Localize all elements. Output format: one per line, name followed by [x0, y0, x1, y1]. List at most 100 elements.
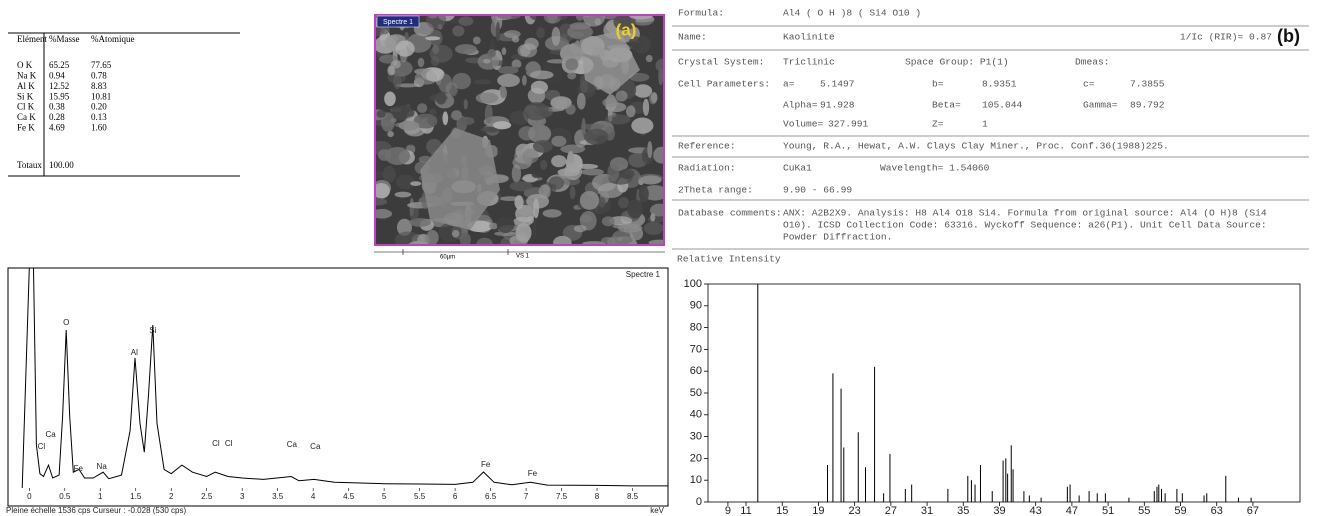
particle — [436, 92, 447, 105]
particle — [459, 16, 474, 26]
particle — [458, 117, 474, 126]
particle — [602, 98, 618, 107]
card-value: Al4 ( O H )8 ( Si4 O10 ) — [783, 8, 921, 19]
card-label: Cell Parameters: — [678, 79, 770, 90]
particle — [644, 222, 664, 235]
particle — [426, 69, 444, 81]
card-value: Young, R.A., Hewat, A.W. Clays Clay Mine… — [783, 141, 1169, 152]
figure: Elément%Masse%AtomiqueO K65.2577.65Na K0… — [0, 0, 1319, 516]
particle — [531, 81, 548, 94]
x-tick-label: 23 — [849, 505, 861, 516]
x-tick-label: 0.5 — [59, 492, 71, 501]
particle — [485, 104, 493, 123]
panel-label: (a) — [616, 20, 637, 39]
particle — [444, 25, 448, 39]
x-tick-label: 59 — [1174, 505, 1186, 516]
card-label: Database comments: — [678, 208, 782, 219]
particle — [651, 92, 658, 103]
peak-label: Cl — [38, 442, 46, 451]
particle — [567, 25, 593, 40]
table-cell: 4.69 — [49, 122, 65, 132]
card-value: 7.3855 — [1130, 79, 1165, 90]
particle — [570, 186, 576, 199]
table-cell: 0.13 — [91, 112, 107, 122]
particle — [616, 91, 628, 102]
particle — [476, 92, 499, 103]
particle — [574, 225, 587, 232]
x-tick-label: 1 — [98, 492, 103, 501]
particle — [522, 75, 527, 85]
card-label: a= — [783, 79, 795, 90]
particle — [626, 105, 636, 117]
particle — [564, 163, 582, 180]
card-value: 1 — [982, 119, 988, 130]
particle — [393, 74, 401, 90]
table-header: Elément — [17, 34, 47, 44]
table-total: 100.00 — [49, 160, 74, 170]
x-tick-label: 8 — [595, 492, 600, 501]
particle — [452, 73, 471, 89]
particle — [405, 32, 409, 40]
particle — [543, 209, 562, 218]
card-value: 9.90 - 66.99 — [783, 185, 852, 196]
peak-label: Na — [97, 462, 108, 471]
y-tick-label: 50 — [690, 387, 702, 399]
particle — [373, 165, 398, 183]
card-value: ANX: A2B2X9. Analysis: H8 Al4 O18 Si4. F… — [783, 208, 1267, 219]
table-cell: Al K — [17, 81, 35, 91]
particle — [631, 118, 653, 134]
particle — [634, 84, 652, 98]
particle — [452, 26, 464, 37]
card-label: c= — [1083, 79, 1095, 90]
x-tick-label: 1.5 — [130, 492, 142, 501]
particle — [551, 136, 566, 147]
x-tick-label: 11 — [740, 505, 751, 516]
particle — [403, 141, 420, 145]
table-cell: Si K — [17, 91, 34, 101]
particle — [452, 230, 460, 238]
particle — [565, 58, 578, 70]
card-value: 91.928 — [820, 100, 855, 111]
particle — [473, 79, 490, 84]
x-tick-label: 0 — [27, 492, 32, 501]
particle — [497, 216, 515, 233]
table-header: %Masse — [49, 34, 80, 44]
particle — [602, 216, 615, 226]
card-value: 105.044 — [982, 100, 1023, 111]
particle — [536, 27, 545, 38]
particle — [580, 191, 599, 210]
particle — [455, 44, 477, 54]
table-cell: Na K — [17, 70, 37, 80]
x-tick-label: 4.5 — [343, 492, 355, 501]
particle — [493, 121, 511, 129]
particle — [395, 192, 412, 198]
particle — [391, 60, 401, 69]
x-tick-label: 2.5 — [201, 492, 213, 501]
card-label: b= — [932, 79, 944, 90]
particle — [442, 111, 448, 125]
x-tick-label: 47 — [1066, 505, 1078, 516]
x-tick-label: 3 — [240, 492, 245, 501]
table-cell: Ca K — [17, 112, 36, 122]
particle — [601, 237, 616, 244]
peak-label: Fe — [481, 460, 491, 469]
x-tick-label: 35 — [957, 505, 969, 516]
x-tick-label: 67 — [1247, 505, 1259, 516]
x-tick-label: 8.5 — [627, 492, 639, 501]
x-tick-label: 43 — [1030, 505, 1042, 516]
x-tick-label: 6.5 — [485, 492, 497, 501]
particle — [398, 121, 419, 131]
card-value: 8.9351 — [982, 79, 1017, 90]
table-header: %Atomique — [91, 34, 135, 44]
particle — [410, 181, 421, 186]
particle — [617, 237, 623, 241]
particle — [530, 70, 554, 79]
table-cell: 1.60 — [91, 122, 107, 132]
table-cell: Cl K — [17, 102, 35, 112]
card-value: Powder Diffraction. — [783, 232, 892, 243]
particle — [627, 199, 643, 218]
particle — [551, 155, 566, 167]
x-tick-label: 15 — [776, 505, 788, 516]
table-cell: 10.81 — [91, 91, 111, 101]
particle — [384, 91, 396, 106]
